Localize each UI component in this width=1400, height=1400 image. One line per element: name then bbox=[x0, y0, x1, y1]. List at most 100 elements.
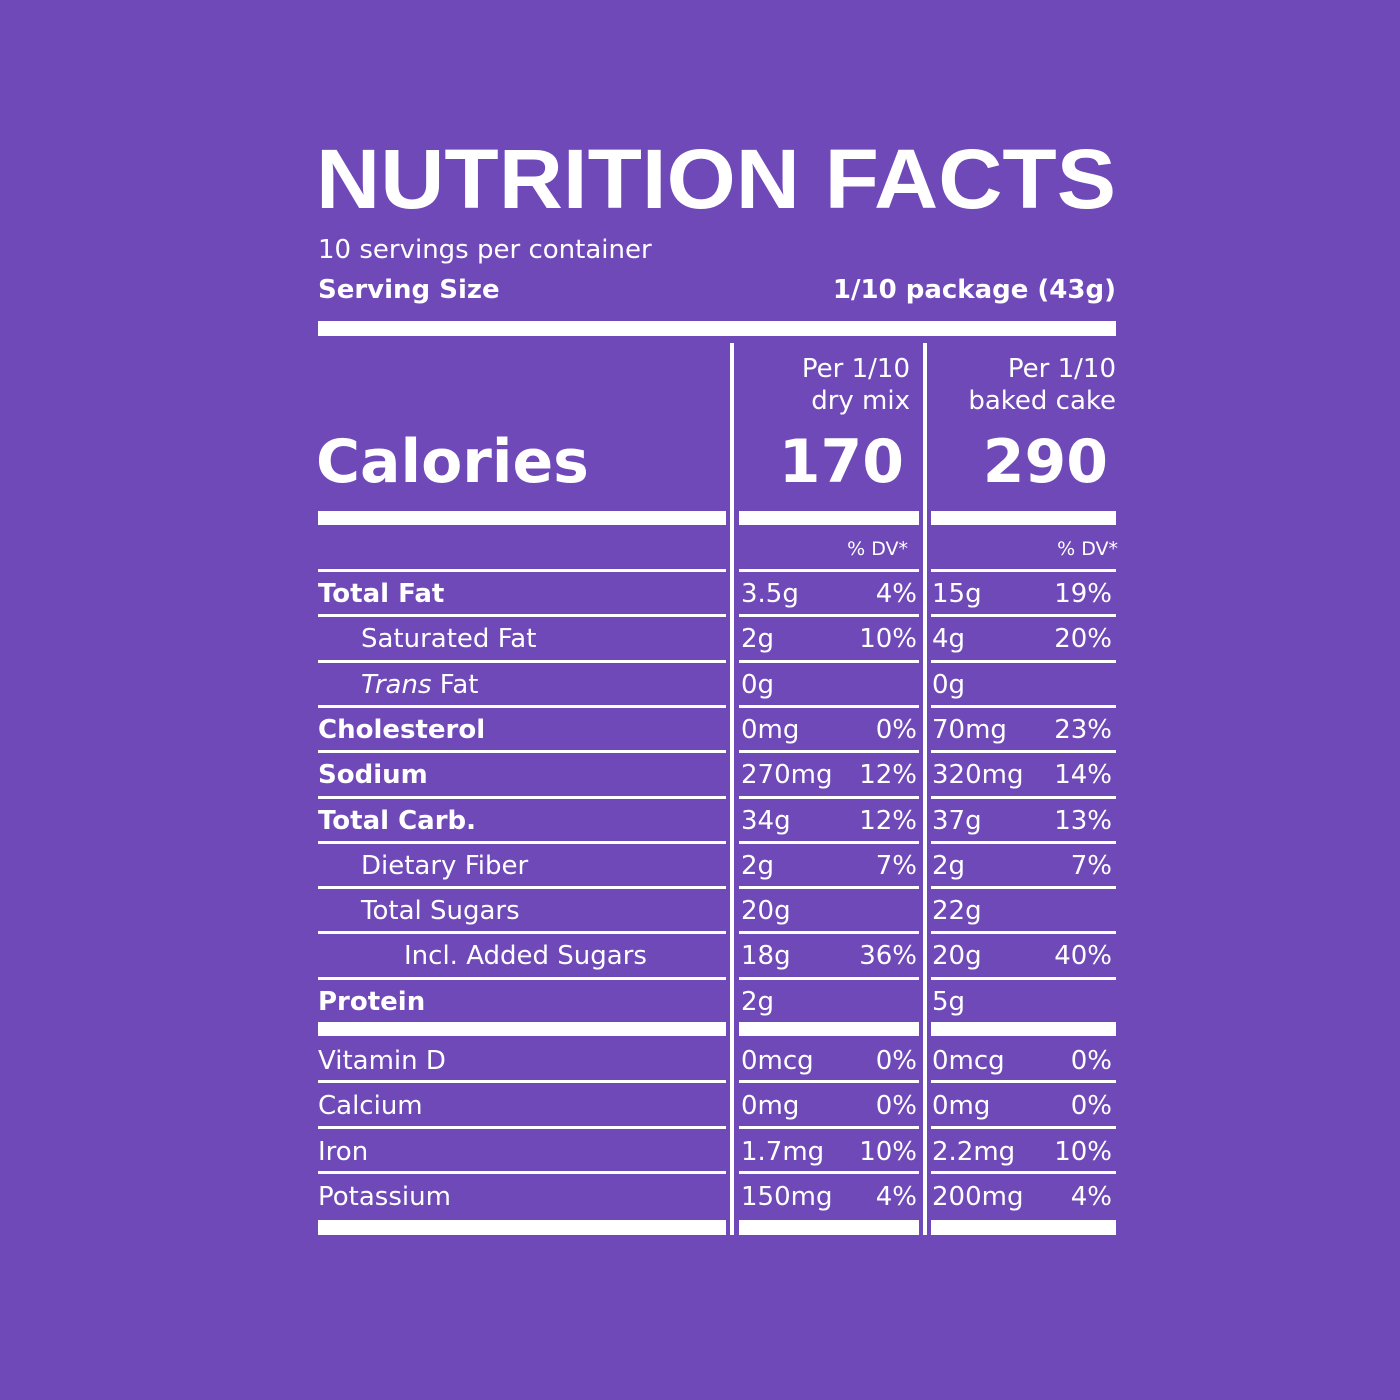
row-divider bbox=[739, 750, 919, 753]
dry-mix-dv: 7% bbox=[875, 851, 917, 881]
baked-cake-amount: 2g bbox=[932, 851, 966, 881]
baked-cake-dv: 13% bbox=[1054, 806, 1112, 836]
nutrient-label: Total Sugars bbox=[361, 896, 520, 926]
row-divider bbox=[931, 750, 1116, 753]
column-divider bbox=[923, 343, 927, 1235]
column-divider bbox=[730, 343, 734, 1235]
dry-mix-amount: 2g bbox=[741, 987, 775, 1017]
dv-header-col2: % DV* bbox=[1057, 538, 1118, 560]
baked-cake-dv: 23% bbox=[1054, 715, 1112, 745]
baked-cake-dv: 0% bbox=[1070, 1091, 1112, 1121]
dry-mix-dv: 0% bbox=[875, 1091, 917, 1121]
row-divider bbox=[931, 705, 1116, 708]
baked-cake-amount: 2.2mg bbox=[932, 1137, 1016, 1167]
row-divider bbox=[739, 1171, 919, 1174]
row-divider bbox=[318, 614, 726, 617]
baked-cake-amount: 0mcg bbox=[932, 1046, 1005, 1076]
row-divider bbox=[931, 1171, 1116, 1174]
dry-mix-dv: 12% bbox=[859, 760, 917, 790]
baked-cake-amount: 4g bbox=[932, 624, 966, 654]
thick-divider bbox=[931, 511, 1116, 525]
serving-size-value: 1/10 package (43g) bbox=[832, 275, 1116, 305]
row-divider bbox=[739, 614, 919, 617]
row-divider bbox=[739, 1126, 919, 1129]
dry-mix-amount: 0mcg bbox=[741, 1046, 814, 1076]
dry-mix-amount: 20g bbox=[741, 896, 791, 926]
baked-cake-amount: 22g bbox=[932, 896, 982, 926]
row-divider bbox=[931, 796, 1116, 799]
row-divider bbox=[739, 886, 919, 889]
dv-header-col1: % DV* bbox=[847, 538, 908, 560]
row-divider bbox=[318, 1171, 726, 1174]
row-divider bbox=[318, 705, 726, 708]
baked-cake-dv: 0% bbox=[1070, 1046, 1112, 1076]
dry-mix-amount: 3.5g bbox=[741, 579, 799, 609]
calories-dry-mix: 170 bbox=[778, 427, 904, 497]
thick-divider bbox=[931, 1022, 1116, 1036]
servings-per-container: 10 servings per container bbox=[318, 235, 652, 265]
baked-cake-amount: 37g bbox=[932, 806, 982, 836]
dry-mix-dv: 36% bbox=[859, 941, 917, 971]
thick-divider bbox=[739, 1022, 919, 1036]
dry-mix-amount: 0mg bbox=[741, 1091, 800, 1121]
row-divider bbox=[318, 841, 726, 844]
dry-mix-dv: 0% bbox=[875, 1046, 917, 1076]
row-divider bbox=[318, 569, 726, 572]
nutrient-label: Trans Fat bbox=[361, 672, 478, 698]
row-divider bbox=[931, 841, 1116, 844]
baked-cake-amount: 70mg bbox=[932, 715, 1007, 745]
dry-mix-amount: 2g bbox=[741, 624, 775, 654]
row-divider bbox=[318, 660, 726, 663]
row-divider bbox=[739, 977, 919, 980]
nutrient-label: Incl. Added Sugars bbox=[404, 941, 647, 971]
row-divider bbox=[318, 1126, 726, 1129]
baked-cake-amount: 0mg bbox=[932, 1091, 991, 1121]
dry-mix-dv: 10% bbox=[859, 1137, 917, 1167]
dry-mix-amount: 150mg bbox=[741, 1182, 833, 1212]
serving-size-label: Serving Size bbox=[318, 275, 500, 305]
calories-baked-cake: 290 bbox=[982, 427, 1108, 497]
baked-cake-dv: 10% bbox=[1054, 1137, 1112, 1167]
calories-label: Calories bbox=[316, 427, 589, 497]
vitamin-label: Vitamin D bbox=[318, 1046, 446, 1076]
row-divider bbox=[739, 660, 919, 663]
nutrient-label: Sodium bbox=[318, 760, 428, 790]
vitamin-label: Potassium bbox=[318, 1182, 451, 1212]
baked-cake-amount: 320mg bbox=[932, 760, 1024, 790]
dry-mix-amount: 18g bbox=[741, 941, 791, 971]
row-divider bbox=[931, 1080, 1116, 1083]
thick-divider bbox=[318, 321, 1116, 336]
nutrient-label-text: Fat bbox=[431, 670, 479, 700]
dry-mix-dv: 4% bbox=[875, 579, 917, 609]
row-divider bbox=[931, 614, 1116, 617]
thick-divider bbox=[318, 1022, 726, 1036]
row-divider bbox=[931, 569, 1116, 572]
thick-divider bbox=[739, 511, 919, 525]
baked-cake-dv: 40% bbox=[1054, 941, 1112, 971]
row-divider bbox=[931, 660, 1116, 663]
thick-divider bbox=[739, 1220, 919, 1235]
nutrient-label: Total Carb. bbox=[318, 806, 477, 836]
row-divider bbox=[931, 1126, 1116, 1129]
dry-mix-dv: 12% bbox=[859, 806, 917, 836]
baked-cake-amount: 20g bbox=[932, 941, 982, 971]
col2-header-line1: Per 1/10 bbox=[1007, 354, 1116, 384]
thick-divider bbox=[318, 511, 726, 525]
thick-divider bbox=[318, 1220, 726, 1235]
nutrient-label: Protein bbox=[318, 987, 426, 1017]
row-divider bbox=[739, 569, 919, 572]
baked-cake-amount: 5g bbox=[932, 987, 966, 1017]
col2-header-line2: baked cake bbox=[968, 386, 1116, 416]
row-divider bbox=[318, 931, 726, 934]
dry-mix-dv: 0% bbox=[875, 715, 917, 745]
title-text: NUTRITION FACTS bbox=[316, 132, 1116, 226]
row-divider bbox=[931, 931, 1116, 934]
row-divider bbox=[318, 886, 726, 889]
title: NUTRITION FACTS bbox=[316, 132, 1116, 226]
row-divider bbox=[318, 750, 726, 753]
nutrient-label: Dietary Fiber bbox=[361, 851, 529, 881]
dry-mix-dv: 4% bbox=[875, 1182, 917, 1212]
baked-cake-amount: 15g bbox=[932, 579, 982, 609]
baked-cake-dv: 19% bbox=[1054, 579, 1112, 609]
thick-divider bbox=[931, 1220, 1116, 1235]
